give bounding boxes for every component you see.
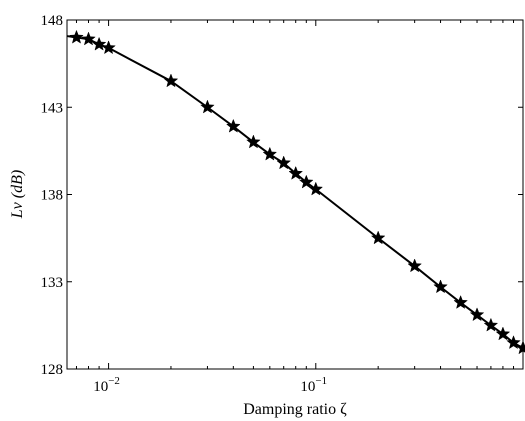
data-point-star (433, 279, 448, 294)
x-tick-label: 10−1 (300, 375, 327, 395)
data-point-star (81, 31, 96, 46)
x-tick-label: 10−2 (93, 375, 120, 395)
data-point-star (101, 40, 116, 55)
y-tick-label: 128 (41, 362, 64, 378)
data-point-star (276, 155, 292, 170)
data-point-star (370, 230, 386, 245)
data-point-star (246, 134, 261, 149)
data-point-star (495, 326, 511, 341)
x-axis-title: Damping ratio ζ (243, 401, 347, 418)
data-point-star (453, 294, 468, 309)
y-tick-label: 133 (41, 275, 64, 291)
y-tick-label: 138 (41, 188, 64, 204)
y-axis-title: Lv (dB) (9, 170, 26, 219)
data-point-star (483, 317, 499, 332)
series-layer (66, 29, 525, 355)
data-point-star (163, 73, 179, 88)
data-point-star (469, 307, 485, 322)
data-point-star (262, 146, 278, 161)
data-point-star (226, 118, 241, 133)
data-point-star (288, 165, 304, 180)
data-point-star (69, 29, 84, 44)
ticks-layer: 128 133 138 143 148 10−2 10−1 (41, 13, 523, 395)
y-tick-label: 148 (41, 13, 64, 29)
data-point-star (308, 181, 324, 196)
data-point-star (200, 99, 215, 114)
y-tick-label: 143 (41, 100, 64, 116)
data-point-star (506, 335, 521, 350)
data-point-star (407, 258, 422, 273)
data-point-star (298, 174, 314, 189)
data-point-star (91, 36, 107, 51)
